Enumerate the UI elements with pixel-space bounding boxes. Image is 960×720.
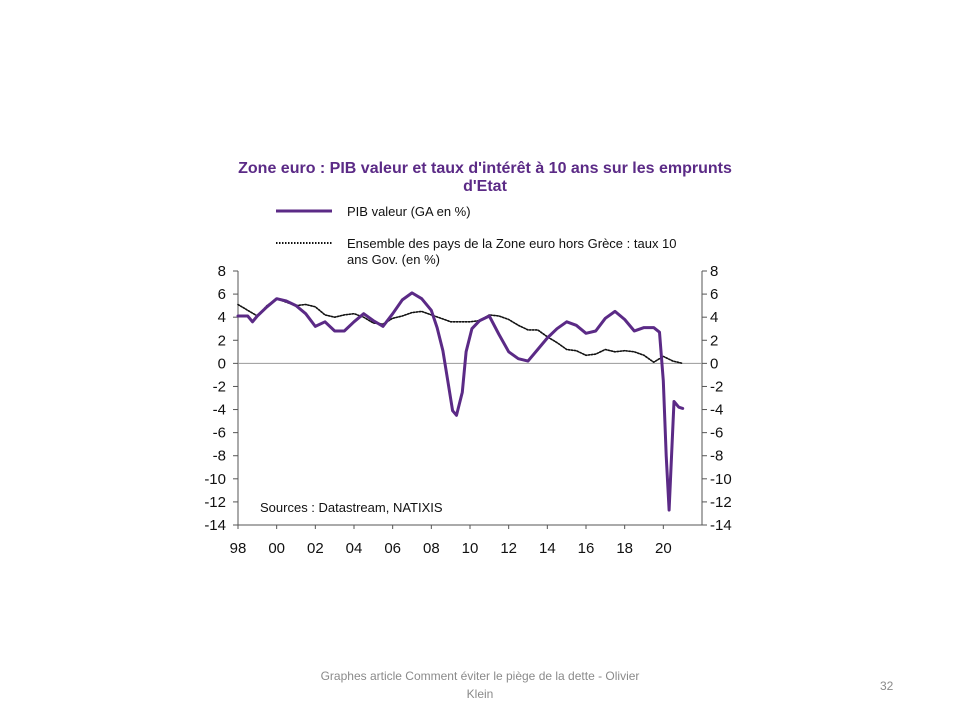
y-tick-label-left: 2	[218, 332, 226, 349]
y-tick-label-left: 8	[218, 263, 226, 280]
x-tick-label: 20	[655, 540, 672, 557]
slide-footer: Graphes article Comment éviter le piège …	[320, 669, 640, 701]
x-tick-label: 00	[268, 540, 285, 557]
page-number: 32	[880, 679, 894, 693]
y-tick-label-left: -8	[213, 448, 226, 465]
y-tick-label-left: -2	[213, 378, 226, 395]
legend-label-taux: Ensemble des pays de la Zone euro hors G…	[347, 236, 677, 267]
legend-label-pib: PIB valeur (GA en %)	[347, 204, 471, 219]
x-tick-label: 04	[346, 540, 363, 557]
y-tick-label-left: -12	[204, 494, 226, 511]
chart-annotation-sources: Sources : Datastream, NATIXIS	[260, 500, 443, 515]
y-tick-label-left: 6	[218, 286, 226, 303]
x-tick-label: 98	[230, 540, 247, 557]
x-tick-label: 16	[578, 540, 595, 557]
y-tick-label-left: 4	[218, 309, 226, 326]
y-tick-label-left: 0	[218, 355, 226, 372]
x-tick-label: 14	[539, 540, 556, 557]
x-tick-label: 02	[307, 540, 324, 557]
y-tick-label-right: 6	[710, 286, 718, 303]
y-tick-label-right: 8	[710, 263, 718, 280]
y-tick-label-right: 2	[710, 332, 718, 349]
y-tick-label-right: -8	[710, 448, 723, 465]
y-tick-label-left: -4	[213, 402, 226, 419]
x-tick-label: 06	[384, 540, 401, 557]
y-tick-label-right: -6	[710, 425, 723, 442]
x-tick-label: 10	[462, 540, 479, 557]
y-tick-label-right: -14	[710, 517, 732, 534]
x-tick-label: 12	[500, 540, 517, 557]
x-tick-label: 18	[616, 540, 633, 557]
x-tick-label: 08	[423, 540, 440, 557]
y-tick-label-left: -14	[204, 517, 226, 534]
y-tick-label-right: -10	[710, 471, 732, 488]
y-tick-label-left: -10	[204, 471, 226, 488]
y-tick-label-right: 4	[710, 309, 718, 326]
y-tick-label-right: -2	[710, 378, 723, 395]
series-line-pib	[236, 291, 685, 512]
y-tick-label-right: 0	[710, 355, 718, 372]
series-line-taux	[237, 297, 684, 365]
y-tick-label-right: -4	[710, 402, 723, 419]
y-tick-label-left: -6	[213, 425, 226, 442]
y-tick-label-right: -12	[710, 494, 732, 511]
chart-title: Zone euro : PIB valeur et taux d'intérêt…	[238, 160, 732, 195]
